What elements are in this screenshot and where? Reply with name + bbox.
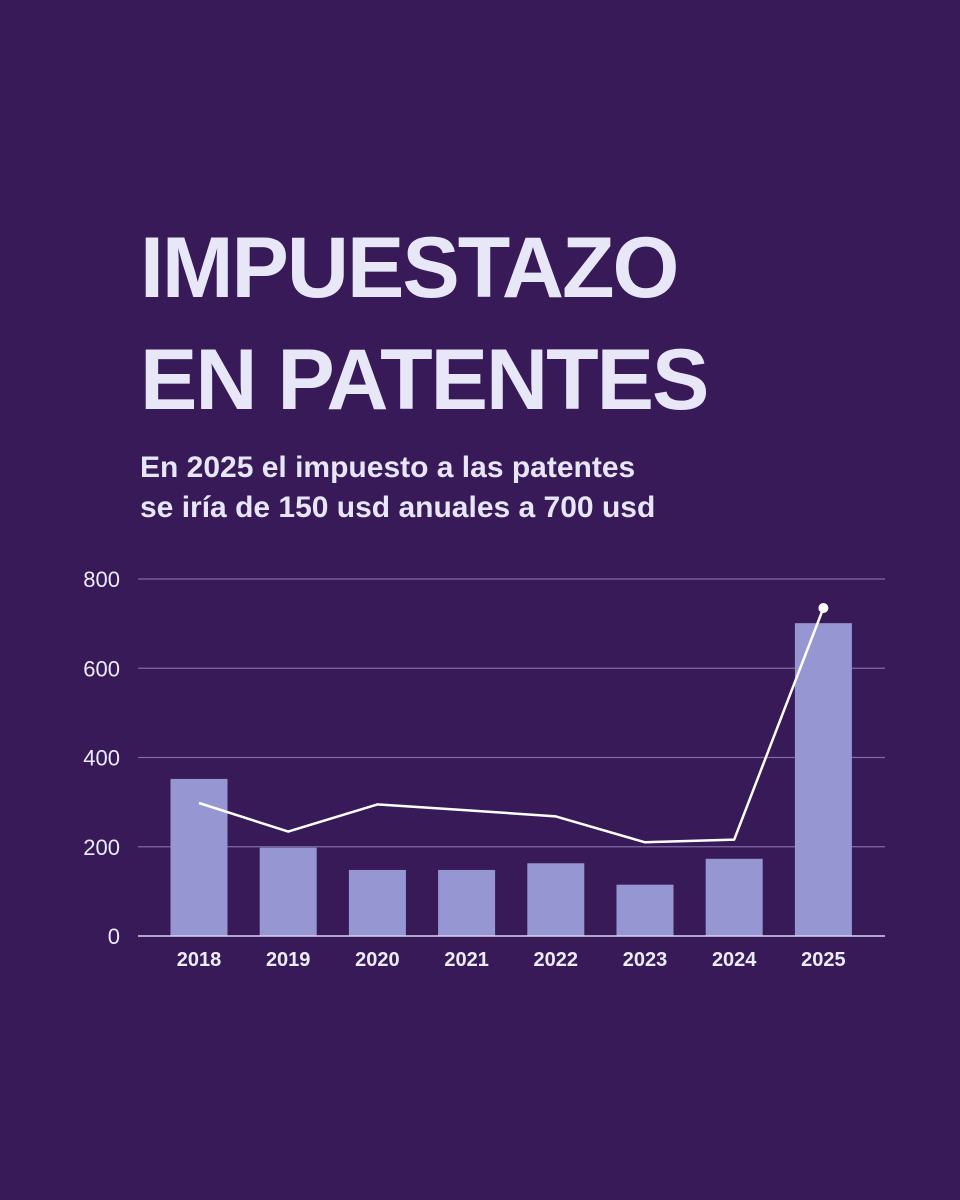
line-series [198,607,825,844]
bar [527,863,585,936]
x-tick-label: 2024 [712,949,757,971]
bar [348,869,406,936]
title-line-1: IMPUESTAZO [140,220,679,316]
subtitle-line-2: se iría de 150 usd anuales a 700 usd [140,491,656,524]
x-tick-label: 2021 [444,949,489,971]
x-tick-label: 2023 [623,949,668,971]
bar [170,778,228,936]
x-tick-label: 2025 [801,949,846,971]
line-point [818,603,829,614]
x-tick-label: 2018 [177,949,222,971]
y-tick-label: 200 [83,835,120,860]
subtitle: En 2025 el impuesto a las patentes se ir… [140,448,655,528]
y-tick-label: 0 [108,924,120,949]
bar [438,869,496,936]
bar [705,858,763,936]
x-tick-label: 2019 [266,949,311,971]
bar [794,623,852,936]
page-title: IMPUESTAZO EN PATENTES [140,212,709,436]
x-tick-label: 2020 [355,949,400,971]
y-tick-label: 600 [83,656,120,681]
y-tick-label: 800 [83,567,120,592]
y-tick-label: 400 [83,746,120,771]
title-line-2: EN PATENTES [140,332,709,428]
x-tick-label: 2022 [534,949,579,971]
bar [616,884,674,936]
bar [259,847,317,936]
subtitle-line-1: En 2025 el impuesto a las patentes [140,451,636,484]
